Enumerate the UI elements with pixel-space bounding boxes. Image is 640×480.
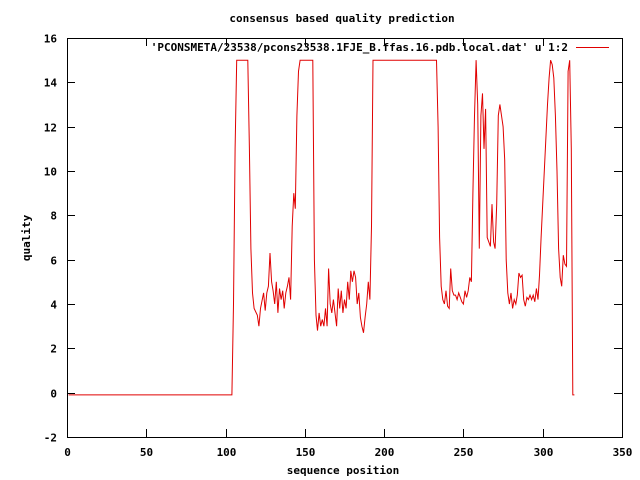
y-tick-label: 8	[50, 210, 57, 223]
y-tick-label: 4	[50, 299, 57, 312]
series-layer	[68, 59, 575, 396]
x-tick-label: 350	[613, 446, 633, 459]
x-tick-label: 0	[64, 446, 71, 459]
x-tick-label: 150	[296, 446, 316, 459]
y-tick-label: 10	[44, 166, 57, 179]
x-axis: 0 50 100 150 200 250 300 350	[64, 38, 632, 459]
legend: 'PCONSMETA/23538/pcons23538.1FJE_B.ffas.…	[151, 41, 609, 54]
y-tick-label: 0	[50, 388, 57, 401]
x-tick-label: 200	[375, 446, 395, 459]
x-tick-label: 250	[454, 446, 474, 459]
y-axis: -2 0 2 4 6 8 10 12 14 16	[44, 33, 622, 445]
y-tick-label: 14	[44, 77, 58, 90]
x-axis-label: sequence position	[287, 464, 400, 477]
x-tick-label: 50	[140, 446, 153, 459]
y-tick-label: 12	[44, 122, 57, 135]
series-line-0	[68, 59, 575, 396]
x-tick-label: 100	[217, 446, 237, 459]
plot-area-frame	[67, 38, 623, 438]
y-tick-label: 2	[50, 343, 57, 356]
y-axis-label: quality	[20, 214, 33, 261]
y-tick-label: 16	[44, 33, 58, 46]
chart-title: consensus based quality prediction	[229, 12, 454, 25]
y-tick-label: -2	[44, 432, 57, 445]
legend-label: 'PCONSMETA/23538/pcons23538.1FJE_B.ffas.…	[151, 41, 568, 54]
x-tick-label: 300	[534, 446, 554, 459]
y-tick-label: 6	[50, 255, 57, 268]
